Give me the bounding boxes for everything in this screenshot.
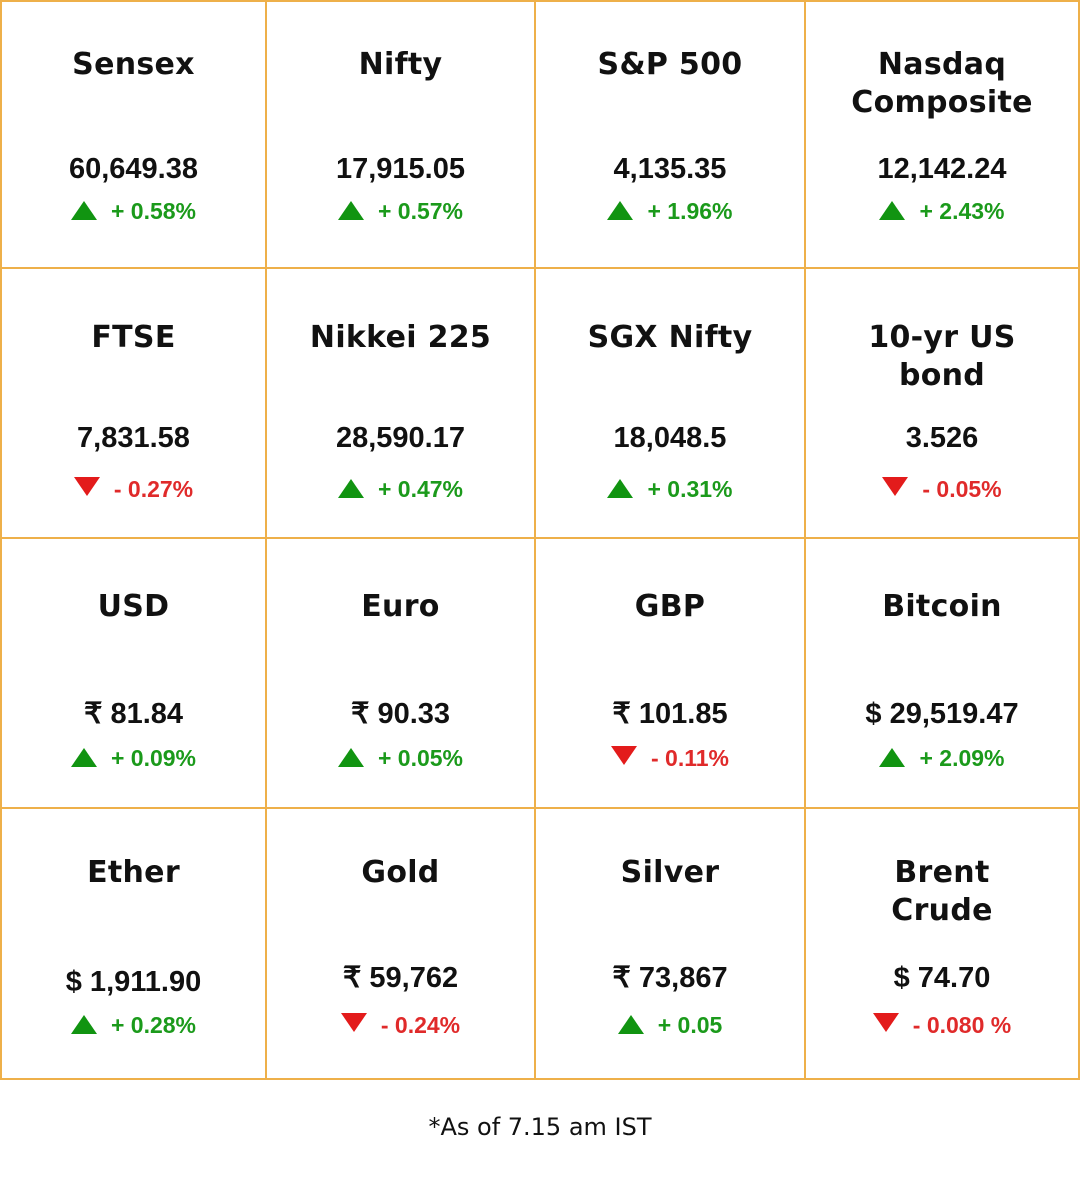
tile-gbp: GBP ₹ 101.85 - 0.11% bbox=[536, 539, 806, 809]
tile-name: Gold bbox=[361, 855, 440, 890]
tile-usd: USD ₹ 81.84 + 0.09% bbox=[2, 539, 267, 809]
tile-change: + 1.96% bbox=[536, 197, 804, 225]
triangle-up-icon bbox=[879, 201, 906, 220]
tile-value: 18,048.5 bbox=[613, 422, 727, 454]
tile-value: ₹ 73,867 bbox=[612, 962, 728, 994]
tile-change-text: + 0.09% bbox=[110, 745, 197, 771]
tile-change: + 0.58% bbox=[2, 197, 265, 225]
tile-change: + 0.09% bbox=[2, 744, 265, 772]
tile-change: + 0.05% bbox=[267, 744, 534, 772]
tile-change-text: + 0.58% bbox=[110, 198, 197, 224]
triangle-up-icon bbox=[70, 1015, 97, 1034]
tile-name: Brent Crude bbox=[891, 855, 993, 928]
tile-value: 28,590.17 bbox=[335, 422, 465, 454]
tile-ftse: FTSE 7,831.58 - 0.27% bbox=[2, 269, 267, 539]
market-tiles-grid: Sensex 60,649.38 + 0.58% Nifty 17,915.05… bbox=[0, 0, 1080, 1080]
tile-name: SGX Nifty bbox=[587, 320, 753, 355]
tile-value: 3.526 bbox=[905, 422, 979, 454]
tile-name: S&P 500 bbox=[597, 47, 743, 82]
tile-euro: Euro ₹ 90.33 + 0.05% bbox=[267, 539, 536, 809]
tile-name: Nifty bbox=[358, 47, 443, 82]
triangle-down-icon bbox=[73, 477, 100, 496]
tile-change-text: + 1.96% bbox=[647, 198, 733, 224]
tile-value: $ 1,911.90 bbox=[65, 966, 202, 998]
tile-name: Nasdaq Composite bbox=[851, 47, 1033, 120]
tile-value: 4,135.35 bbox=[613, 153, 727, 185]
triangle-up-icon bbox=[879, 748, 906, 767]
tile-name: 10-yr US bond bbox=[868, 320, 1016, 393]
triangle-up-icon bbox=[70, 201, 97, 220]
tile-name: Silver bbox=[620, 855, 720, 890]
tile-change: + 0.47% bbox=[267, 475, 534, 503]
tile-value: 17,915.05 bbox=[335, 153, 465, 185]
tile-change: + 2.43% bbox=[806, 197, 1078, 225]
tile-change: - 0.080 % bbox=[806, 1011, 1078, 1039]
tile-value: 12,142.24 bbox=[877, 153, 1007, 185]
triangle-up-icon bbox=[337, 201, 364, 220]
triangle-down-icon bbox=[611, 746, 637, 765]
tile-nikkei: Nikkei 225 28,590.17 + 0.47% bbox=[267, 269, 536, 539]
tile-change-text: + 0.05 bbox=[657, 1012, 723, 1038]
tile-value: ₹ 59,762 bbox=[342, 962, 459, 994]
tile-change-text: - 0.05% bbox=[922, 476, 1002, 502]
tile-value: ₹ 81.84 bbox=[83, 698, 184, 730]
tile-name: Bitcoin bbox=[882, 589, 1002, 624]
tile-value: $ 74.70 bbox=[893, 962, 991, 994]
tile-sp500: S&P 500 4,135.35 + 1.96% bbox=[536, 2, 806, 269]
tile-gold: Gold ₹ 59,762 - 0.24% bbox=[267, 809, 536, 1078]
tile-name: USD bbox=[97, 589, 170, 624]
tile-change-text: + 0.31% bbox=[647, 476, 733, 502]
tile-change-text: - 0.24% bbox=[380, 1012, 461, 1038]
tile-ether: Ether $ 1,911.90 + 0.28% bbox=[2, 809, 267, 1078]
triangle-down-icon bbox=[882, 477, 909, 496]
tile-change: + 0.28% bbox=[2, 1011, 265, 1039]
tile-change: + 0.57% bbox=[267, 197, 534, 225]
tile-change: - 0.27% bbox=[2, 475, 265, 503]
triangle-up-icon bbox=[607, 479, 634, 498]
footnote-timestamp: *As of 7.15 am IST bbox=[428, 1113, 652, 1141]
tile-name: FTSE bbox=[91, 320, 176, 355]
tile-name: Nikkei 225 bbox=[309, 320, 492, 355]
tile-value: ₹ 101.85 bbox=[612, 698, 728, 730]
tile-silver: Silver ₹ 73,867 + 0.05 bbox=[536, 809, 806, 1078]
tile-value: 7,831.58 bbox=[77, 422, 190, 454]
tile-us-bond: 10-yr US bond 3.526 - 0.05% bbox=[806, 269, 1078, 539]
tile-name: Ether bbox=[87, 855, 180, 890]
tile-value: $ 29,519.47 bbox=[865, 698, 1019, 730]
tile-value: 60,649.38 bbox=[68, 153, 198, 185]
triangle-up-icon bbox=[607, 201, 634, 220]
tile-change-text: + 0.47% bbox=[377, 476, 464, 502]
tile-change-text: + 0.28% bbox=[110, 1012, 197, 1038]
tile-change: + 2.09% bbox=[806, 744, 1078, 772]
triangle-down-icon bbox=[872, 1013, 899, 1032]
tile-name: GBP bbox=[634, 589, 706, 624]
tile-change: - 0.24% bbox=[267, 1011, 534, 1039]
tile-change-text: + 2.43% bbox=[919, 198, 1005, 224]
triangle-up-icon bbox=[337, 748, 364, 767]
tile-value: ₹ 90.33 bbox=[350, 698, 451, 730]
tile-change-text: - 0.080 % bbox=[912, 1012, 1012, 1038]
tile-change-text: + 0.57% bbox=[377, 198, 464, 224]
tile-change: - 0.05% bbox=[806, 475, 1078, 503]
tile-brent-crude: Brent Crude $ 74.70 - 0.080 % bbox=[806, 809, 1078, 1078]
triangle-up-icon bbox=[70, 748, 97, 767]
tile-name: Euro bbox=[361, 589, 440, 624]
tile-nifty: Nifty 17,915.05 + 0.57% bbox=[267, 2, 536, 269]
triangle-down-icon bbox=[340, 1013, 367, 1032]
triangle-up-icon bbox=[617, 1015, 644, 1034]
tile-change-text: + 0.05% bbox=[377, 745, 464, 771]
tile-change: + 0.31% bbox=[536, 475, 804, 503]
tile-change: - 0.11% bbox=[536, 744, 804, 772]
tile-bitcoin: Bitcoin $ 29,519.47 + 2.09% bbox=[806, 539, 1078, 809]
tile-change: + 0.05 bbox=[536, 1011, 804, 1039]
tile-change-text: + 2.09% bbox=[919, 745, 1005, 771]
tile-change-text: - 0.11% bbox=[651, 745, 729, 771]
tile-name: Sensex bbox=[72, 47, 195, 82]
tile-nasdaq: Nasdaq Composite 12,142.24 + 2.43% bbox=[806, 2, 1078, 269]
tile-change-text: - 0.27% bbox=[113, 476, 194, 502]
triangle-up-icon bbox=[337, 479, 364, 498]
tile-sensex: Sensex 60,649.38 + 0.58% bbox=[2, 2, 267, 269]
tile-sgx-nifty: SGX Nifty 18,048.5 + 0.31% bbox=[536, 269, 806, 539]
